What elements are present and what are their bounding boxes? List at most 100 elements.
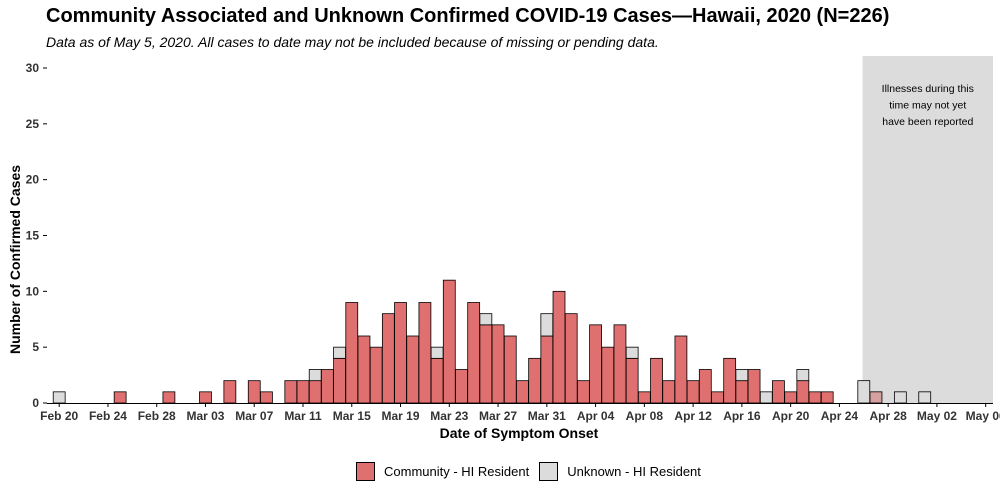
bar-unknown bbox=[625, 346, 639, 359]
x-tick-label: Feb 20 bbox=[40, 409, 78, 423]
bar-unknown bbox=[52, 391, 66, 404]
bar-community bbox=[345, 302, 359, 404]
bar-community bbox=[381, 313, 395, 404]
bar-unknown bbox=[857, 380, 871, 404]
x-tick-label: May 06 bbox=[966, 409, 1000, 423]
x-tick-label: Apr 04 bbox=[577, 409, 615, 423]
bar-unknown bbox=[479, 313, 493, 326]
bar-community bbox=[247, 380, 261, 404]
x-tick-label: Mar 31 bbox=[528, 409, 566, 423]
bar-unknown bbox=[918, 391, 932, 404]
y-tick-label: 10 bbox=[26, 284, 40, 298]
x-tick-label: Apr 24 bbox=[821, 409, 859, 423]
bar-community bbox=[808, 391, 822, 404]
bar-community bbox=[796, 380, 810, 404]
x-tick-label: Apr 16 bbox=[723, 409, 761, 423]
bar-community bbox=[113, 391, 127, 404]
x-tick-label: Apr 28 bbox=[869, 409, 907, 423]
bar-community bbox=[686, 380, 700, 404]
x-tick-label: Mar 27 bbox=[479, 409, 517, 423]
x-tick-label: Mar 07 bbox=[235, 409, 273, 423]
bar-community bbox=[442, 279, 456, 404]
legend-label-community: Community - HI Resident bbox=[384, 464, 530, 479]
bar-community bbox=[308, 380, 322, 404]
bar-community bbox=[467, 302, 481, 404]
bar-unknown bbox=[735, 369, 749, 382]
bar-community bbox=[747, 369, 761, 404]
bar-community bbox=[552, 290, 566, 404]
bar-community bbox=[479, 324, 493, 404]
bar-community bbox=[711, 391, 724, 404]
x-tick-label: Apr 12 bbox=[674, 409, 712, 423]
legend-label-unknown: Unknown - HI Resident bbox=[567, 464, 701, 479]
legend-item-unknown: Unknown - HI Resident bbox=[539, 462, 701, 481]
bar-community bbox=[260, 391, 273, 404]
bar-community bbox=[333, 357, 346, 404]
bar-community bbox=[284, 380, 298, 404]
bar-community bbox=[650, 357, 663, 404]
bar-community bbox=[430, 357, 444, 404]
bar-community bbox=[662, 380, 676, 404]
bar-community bbox=[564, 313, 578, 404]
x-tick-label: Feb 24 bbox=[89, 409, 127, 423]
shaded-note-line: Illnesses during this bbox=[882, 83, 974, 95]
bar-community bbox=[162, 391, 176, 404]
bar-community bbox=[784, 391, 798, 404]
bar-community bbox=[698, 369, 712, 404]
bar-community bbox=[735, 380, 749, 404]
bar-unknown bbox=[308, 369, 322, 382]
bar-community bbox=[637, 391, 651, 404]
x-axis-title: Date of Symptom Onset bbox=[440, 425, 599, 441]
bar-community bbox=[528, 357, 542, 404]
legend: Community - HI Resident Unknown - HI Res… bbox=[356, 462, 711, 481]
bar-unknown bbox=[893, 391, 907, 404]
x-tick-label: Apr 08 bbox=[626, 409, 664, 423]
shaded-note-line: time may not yet bbox=[889, 100, 966, 112]
chart-subtitle: Data as of May 5, 2020. All cases to dat… bbox=[46, 34, 659, 50]
bar-community bbox=[772, 380, 785, 404]
legend-item-community: Community - HI Resident bbox=[356, 462, 529, 481]
bar-community bbox=[723, 357, 737, 404]
bar-community bbox=[820, 391, 834, 404]
bar-community bbox=[369, 346, 383, 404]
x-tick-label: Feb 28 bbox=[138, 409, 176, 423]
y-tick-label: 15 bbox=[26, 229, 40, 243]
x-tick-label: Mar 15 bbox=[333, 409, 371, 423]
bar-unknown bbox=[796, 369, 810, 382]
bar-community bbox=[321, 369, 334, 404]
bar-community bbox=[199, 391, 212, 404]
bar-community bbox=[869, 391, 883, 404]
shaded-region bbox=[862, 56, 993, 403]
legend-swatch-unknown bbox=[539, 462, 559, 481]
bar-unknown bbox=[759, 391, 773, 404]
bar-community bbox=[601, 346, 615, 404]
bar-community bbox=[491, 324, 505, 404]
bar-community bbox=[503, 335, 517, 404]
bar-community bbox=[455, 369, 468, 404]
y-tick-label: 30 bbox=[26, 61, 40, 75]
bar-community bbox=[577, 380, 590, 404]
bar-unknown bbox=[540, 313, 554, 337]
x-tick-label: Mar 11 bbox=[284, 409, 322, 423]
x-tick-label: Mar 23 bbox=[430, 409, 468, 423]
bar-community bbox=[406, 335, 420, 404]
bar-community bbox=[418, 302, 432, 404]
y-tick-label: 5 bbox=[32, 340, 39, 354]
y-tick-label: 0 bbox=[32, 396, 39, 410]
y-tick-label: 25 bbox=[26, 117, 40, 131]
x-tick-label: Apr 20 bbox=[772, 409, 810, 423]
bar-community bbox=[223, 380, 237, 404]
bar-community bbox=[296, 380, 310, 404]
bar-community bbox=[394, 302, 407, 404]
y-axis-title: Number of Confirmed Cases bbox=[7, 165, 23, 354]
bar-community bbox=[589, 324, 602, 404]
bar-community bbox=[613, 324, 627, 404]
x-tick-label: May 02 bbox=[917, 409, 957, 423]
bar-community bbox=[357, 335, 371, 404]
x-tick-label: Mar 03 bbox=[186, 409, 224, 423]
bar-community bbox=[516, 380, 529, 404]
bar-community bbox=[674, 335, 688, 404]
bar-unknown bbox=[333, 346, 346, 359]
y-tick-label: 20 bbox=[26, 173, 40, 187]
